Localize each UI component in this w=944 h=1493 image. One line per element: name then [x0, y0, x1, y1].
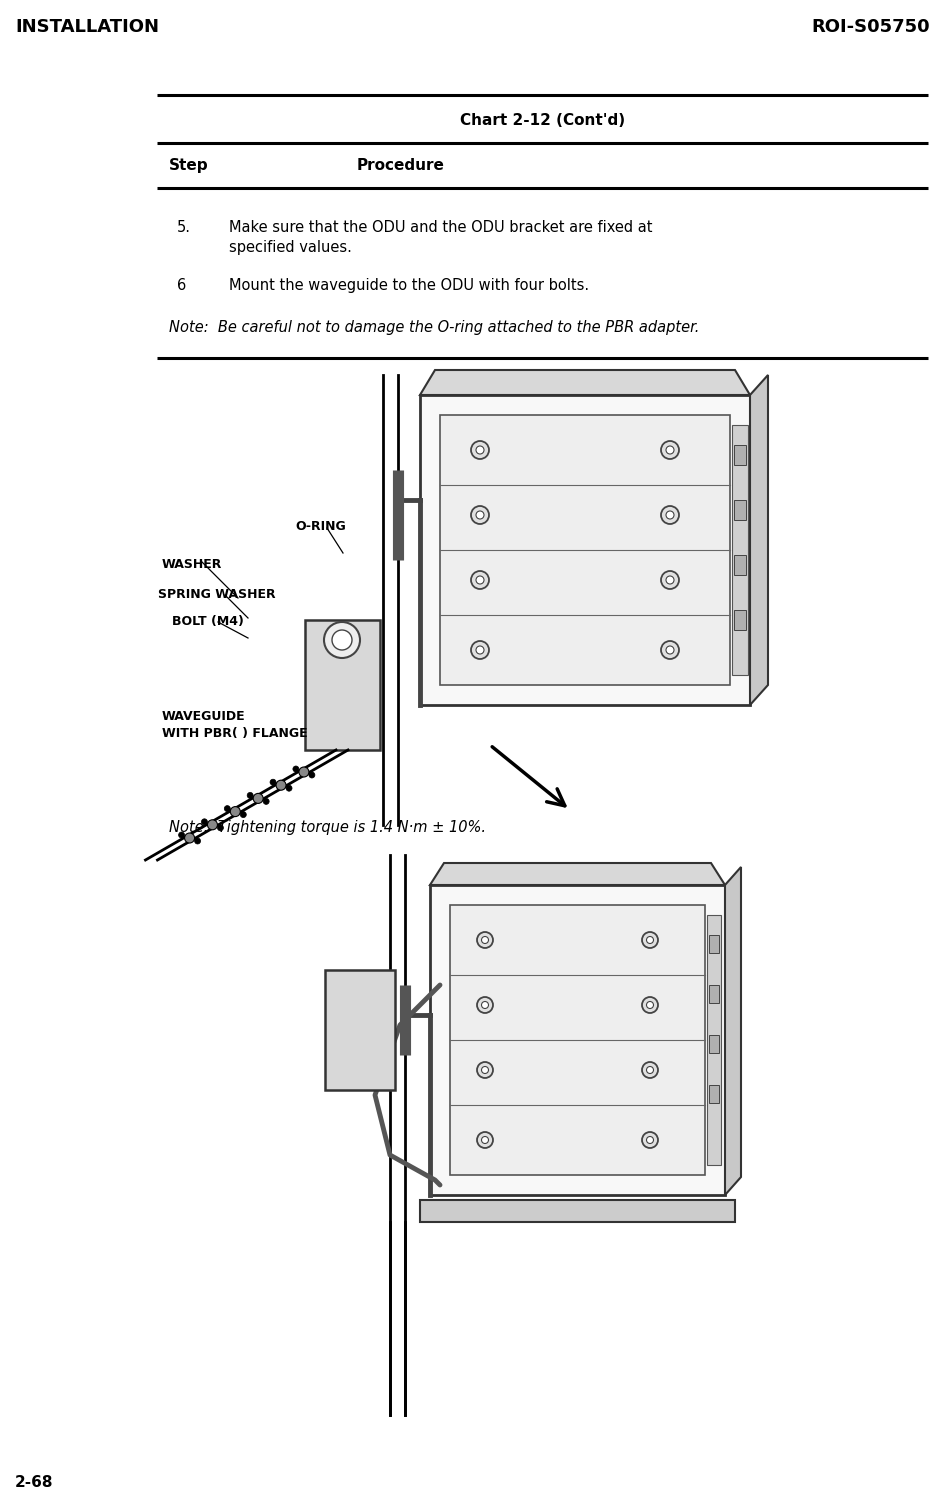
Circle shape — [298, 767, 309, 776]
Polygon shape — [419, 370, 750, 396]
Circle shape — [476, 511, 483, 520]
Text: Step: Step — [169, 158, 209, 173]
Text: Make sure that the ODU and the ODU bracket are fixed at: Make sure that the ODU and the ODU brack… — [228, 219, 651, 234]
Bar — [430, 885, 724, 1194]
Text: WAVEGUIDE: WAVEGUIDE — [161, 711, 245, 723]
Circle shape — [481, 936, 488, 944]
Circle shape — [646, 1066, 653, 1073]
Bar — [708, 1085, 718, 1103]
Bar — [419, 396, 750, 705]
Circle shape — [309, 772, 314, 778]
Text: Procedure: Procedure — [357, 158, 445, 173]
Circle shape — [641, 932, 657, 948]
Circle shape — [224, 806, 230, 812]
Text: specified values.: specified values. — [228, 240, 351, 255]
Bar — [733, 611, 745, 630]
Circle shape — [262, 799, 269, 805]
Circle shape — [184, 833, 194, 844]
Bar — [305, 620, 379, 749]
Text: O-RING: O-RING — [295, 520, 346, 533]
Circle shape — [660, 640, 679, 658]
Bar — [419, 1200, 734, 1221]
Circle shape — [331, 630, 351, 649]
Text: INSTALLATION: INSTALLATION — [15, 18, 159, 36]
Circle shape — [230, 806, 240, 817]
Circle shape — [641, 1132, 657, 1148]
Circle shape — [477, 1062, 493, 1078]
Text: WITH PBR( ) FLANGE: WITH PBR( ) FLANGE — [161, 727, 308, 741]
Text: SPRING WASHER: SPRING WASHER — [158, 588, 276, 602]
Text: ROI-S05750: ROI-S05750 — [811, 18, 929, 36]
FancyArrowPatch shape — [492, 746, 565, 806]
Text: 2-68: 2-68 — [15, 1475, 54, 1490]
Circle shape — [476, 576, 483, 584]
Circle shape — [276, 781, 286, 790]
Circle shape — [324, 623, 360, 658]
Bar — [733, 555, 745, 575]
Circle shape — [481, 1136, 488, 1144]
Circle shape — [178, 832, 184, 838]
Circle shape — [476, 446, 483, 454]
Circle shape — [646, 1002, 653, 1008]
Circle shape — [286, 785, 292, 791]
Polygon shape — [750, 375, 767, 705]
Circle shape — [470, 570, 488, 590]
Bar — [708, 985, 718, 1003]
Circle shape — [646, 1136, 653, 1144]
Text: BOLT (M4): BOLT (M4) — [172, 615, 244, 629]
Circle shape — [666, 446, 673, 454]
Circle shape — [253, 793, 262, 803]
Circle shape — [208, 820, 217, 830]
Text: Mount the waveguide to the ODU with four bolts.: Mount the waveguide to the ODU with four… — [228, 278, 588, 293]
Bar — [706, 915, 720, 1165]
Circle shape — [641, 1062, 657, 1078]
Circle shape — [660, 570, 679, 590]
Circle shape — [194, 838, 200, 844]
Circle shape — [477, 997, 493, 1012]
Text: 5.: 5. — [177, 219, 191, 234]
Bar — [449, 905, 704, 1175]
Bar — [708, 1035, 718, 1053]
Circle shape — [666, 646, 673, 654]
Bar — [732, 426, 748, 675]
Text: 6: 6 — [177, 278, 186, 293]
Text: WASHER: WASHER — [161, 558, 222, 570]
Circle shape — [666, 576, 673, 584]
Bar — [733, 500, 745, 520]
Text: Note:  Tightening torque is 1.4 N·m ± 10%.: Note: Tightening torque is 1.4 N·m ± 10%… — [169, 820, 485, 835]
Circle shape — [481, 1066, 488, 1073]
Circle shape — [481, 1002, 488, 1008]
Circle shape — [477, 932, 493, 948]
Polygon shape — [724, 867, 740, 1194]
Circle shape — [470, 640, 488, 658]
Circle shape — [240, 812, 246, 818]
Circle shape — [470, 506, 488, 524]
Circle shape — [470, 440, 488, 458]
Text: Chart 2-12 (Cont'd): Chart 2-12 (Cont'd) — [460, 113, 624, 128]
Circle shape — [217, 824, 223, 830]
Circle shape — [270, 779, 276, 785]
Circle shape — [646, 936, 653, 944]
Circle shape — [660, 440, 679, 458]
Polygon shape — [430, 863, 724, 885]
Circle shape — [201, 818, 208, 824]
Circle shape — [641, 997, 657, 1012]
Circle shape — [293, 766, 298, 772]
Bar — [325, 970, 395, 1090]
Circle shape — [660, 506, 679, 524]
Circle shape — [476, 646, 483, 654]
Circle shape — [477, 1132, 493, 1148]
Circle shape — [666, 511, 673, 520]
Bar — [733, 445, 745, 464]
Circle shape — [247, 793, 253, 799]
Bar — [708, 935, 718, 953]
Bar — [440, 415, 729, 685]
Text: Note:  Be careful not to damage the O-ring attached to the PBR adapter.: Note: Be careful not to damage the O-rin… — [169, 320, 699, 334]
